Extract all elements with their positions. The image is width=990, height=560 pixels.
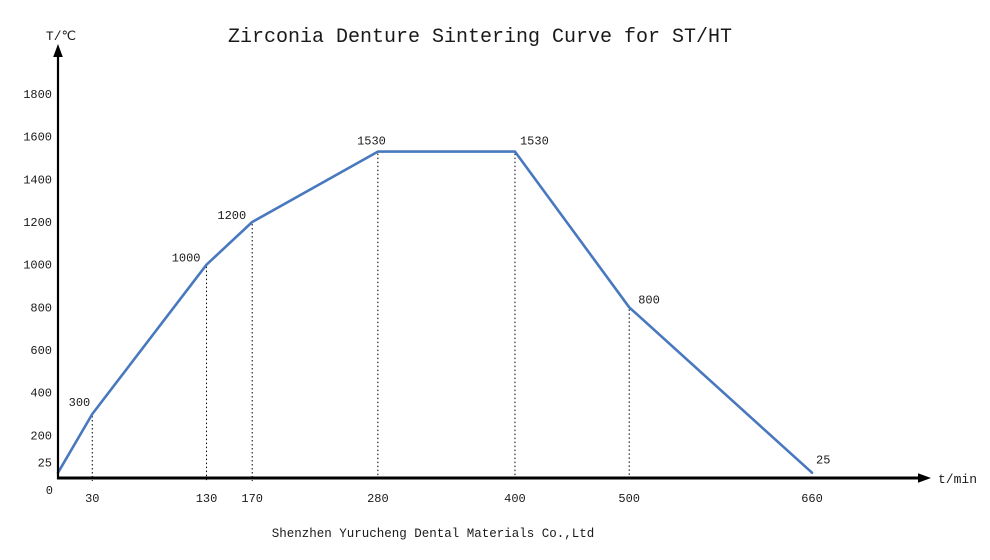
- y-tick-label: 1000: [23, 259, 52, 273]
- y-tick-label: 200: [30, 429, 52, 443]
- point-label: 800: [638, 293, 660, 307]
- x-axis-title: t/min: [938, 472, 977, 487]
- y-tick-label: 400: [30, 387, 52, 401]
- y-axis-title: T/℃: [46, 29, 76, 44]
- y-tick-label: 1400: [23, 173, 52, 187]
- x-tick-label: 280: [367, 492, 389, 506]
- x-tick-label: 660: [801, 492, 823, 506]
- point-label: 300: [69, 396, 91, 410]
- point-label: 1200: [217, 209, 246, 223]
- origin-label: 0: [46, 484, 53, 498]
- y-tick-label: 25: [38, 457, 52, 471]
- x-tick-label: 400: [504, 492, 526, 506]
- x-axis-arrow-icon: [918, 473, 931, 483]
- x-tick-label: 30: [85, 492, 99, 506]
- y-tick-label: 1800: [23, 88, 52, 102]
- y-tick-label: 600: [30, 344, 52, 358]
- x-tick-label: 130: [196, 492, 218, 506]
- company-footer: Shenzhen Yurucheng Dental Materials Co.,…: [271, 527, 595, 541]
- y-tick-label: 1600: [23, 131, 52, 145]
- x-tick-label: 170: [241, 492, 263, 506]
- y-tick-label: 1200: [23, 216, 52, 230]
- y-tick-label: 800: [30, 301, 52, 315]
- chart-title: Zirconia Denture Sintering Curve for ST/…: [227, 26, 733, 49]
- x-tick-label: 500: [618, 492, 640, 506]
- point-label: 1530: [520, 135, 549, 149]
- point-label: 1000: [172, 252, 201, 266]
- temperature-curve: [56, 150, 814, 475]
- point-label: 25: [816, 454, 830, 468]
- y-axis-arrow-icon: [53, 44, 63, 57]
- point-label: 1530: [357, 135, 386, 149]
